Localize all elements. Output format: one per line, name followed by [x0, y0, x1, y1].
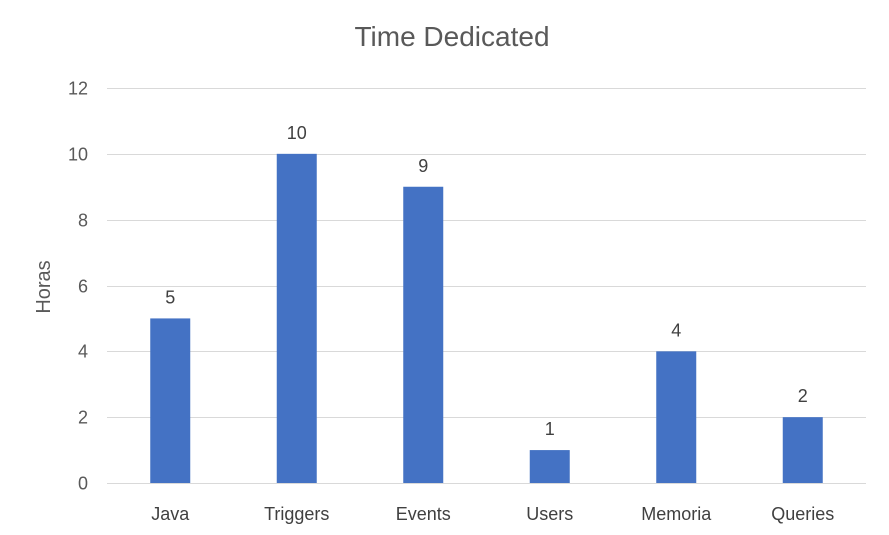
y-tick-label: 4 [78, 342, 88, 362]
bars [150, 153, 823, 484]
x-tick-label: Queries [771, 504, 834, 524]
x-tick-label: Triggers [264, 504, 329, 524]
data-label: 1 [545, 419, 555, 439]
y-axis-label: Horas [33, 260, 55, 313]
data-labels: 5 10 9 1 4 2 [165, 123, 808, 439]
x-tick-label: Memoria [641, 504, 712, 524]
y-tick-label: 6 [78, 277, 88, 297]
bar [276, 153, 317, 484]
chart-title: Time Dedicated [354, 21, 549, 52]
x-axis-ticks: Java Triggers Events Users Memoria Queries [151, 504, 834, 524]
x-tick-label: Events [396, 504, 451, 524]
data-label: 9 [418, 156, 428, 176]
y-tick-label: 8 [78, 211, 88, 231]
y-tick-label: 2 [78, 408, 88, 428]
bar [150, 318, 191, 483]
data-label: 2 [798, 386, 808, 406]
x-tick-label: Java [151, 504, 190, 524]
y-tick-label: 0 [78, 474, 88, 494]
y-tick-label: 12 [68, 79, 88, 99]
data-label: 4 [671, 320, 681, 340]
bar [782, 417, 823, 483]
gridlines [107, 88, 866, 484]
bar [403, 186, 444, 483]
data-label: 10 [287, 123, 307, 143]
data-label: 5 [165, 287, 175, 307]
y-tick-label: 10 [68, 145, 88, 165]
x-tick-label: Users [526, 504, 573, 524]
bar [656, 351, 697, 483]
bar [529, 450, 570, 483]
y-axis-ticks: 0 2 4 6 8 10 12 [68, 79, 88, 494]
